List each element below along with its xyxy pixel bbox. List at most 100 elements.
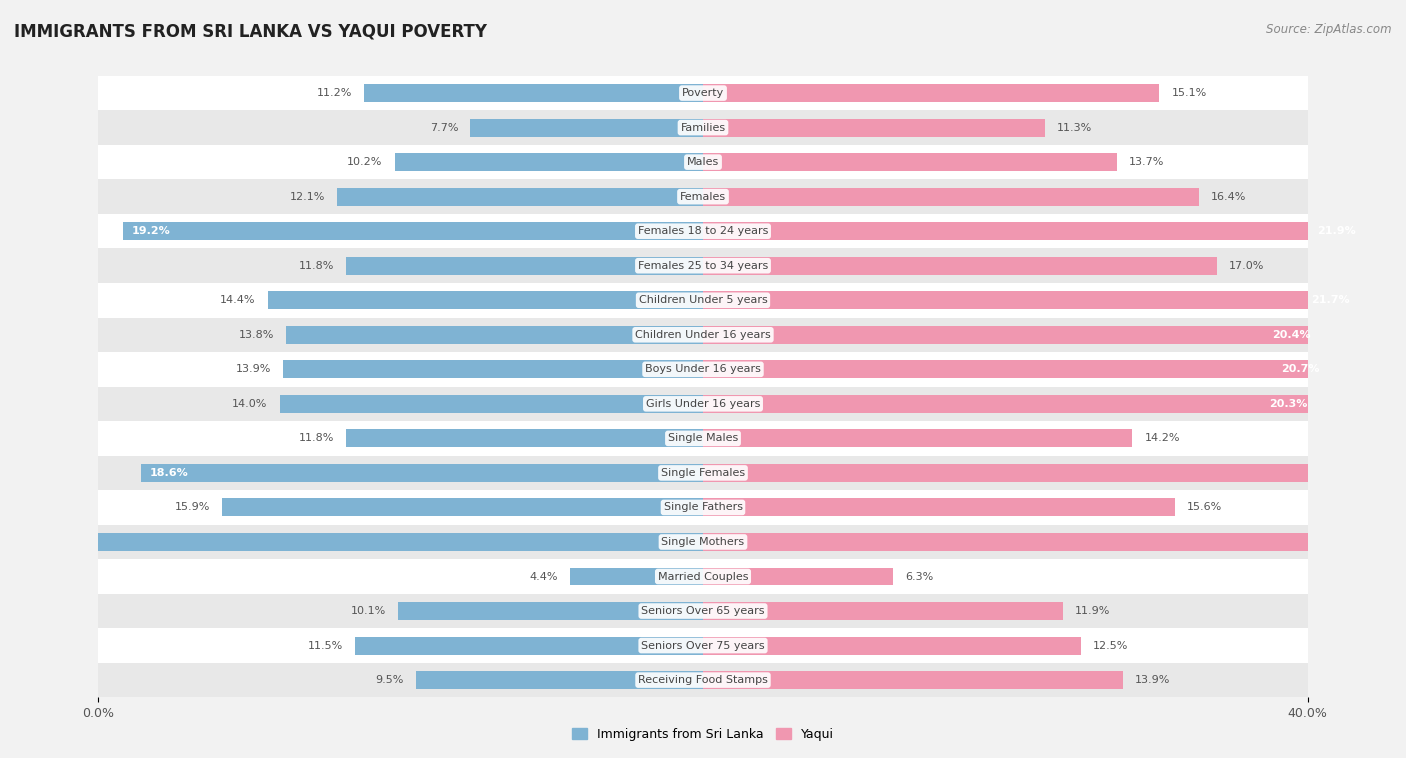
Text: Seniors Over 65 years: Seniors Over 65 years — [641, 606, 765, 616]
Bar — [98, 662, 1308, 697]
Text: Single Females: Single Females — [661, 468, 745, 478]
Text: 15.9%: 15.9% — [174, 503, 211, 512]
Bar — [703, 291, 1360, 309]
Text: 11.2%: 11.2% — [316, 88, 353, 98]
Text: 13.7%: 13.7% — [1129, 157, 1164, 167]
Bar — [703, 257, 1218, 274]
Bar — [703, 222, 1365, 240]
Text: 11.5%: 11.5% — [308, 641, 343, 650]
Bar — [364, 84, 703, 102]
Bar — [703, 533, 1406, 551]
Bar — [470, 118, 703, 136]
Text: IMMIGRANTS FROM SRI LANKA VS YAQUI POVERTY: IMMIGRANTS FROM SRI LANKA VS YAQUI POVER… — [14, 23, 486, 41]
Text: Girls Under 16 years: Girls Under 16 years — [645, 399, 761, 409]
Text: 20.4%: 20.4% — [1272, 330, 1310, 340]
Text: 21.9%: 21.9% — [1317, 226, 1355, 236]
Text: Females 18 to 24 years: Females 18 to 24 years — [638, 226, 768, 236]
Text: Females 25 to 34 years: Females 25 to 34 years — [638, 261, 768, 271]
Text: 9.5%: 9.5% — [375, 675, 404, 685]
Bar — [98, 283, 1308, 318]
Bar — [122, 222, 703, 240]
Text: 20.7%: 20.7% — [1281, 365, 1320, 374]
Bar — [98, 490, 1308, 525]
Text: 14.2%: 14.2% — [1144, 434, 1180, 443]
Text: Families: Families — [681, 123, 725, 133]
Text: Receiving Food Stamps: Receiving Food Stamps — [638, 675, 768, 685]
Bar — [356, 637, 703, 655]
Text: 15.1%: 15.1% — [1171, 88, 1206, 98]
Bar — [703, 602, 1063, 620]
Text: 13.9%: 13.9% — [235, 365, 271, 374]
Text: 12.1%: 12.1% — [290, 192, 325, 202]
Bar — [98, 76, 1308, 111]
Text: 11.3%: 11.3% — [1057, 123, 1092, 133]
Text: 19.2%: 19.2% — [132, 226, 170, 236]
Bar — [283, 360, 703, 378]
Bar — [285, 326, 703, 344]
Bar — [703, 637, 1081, 655]
Bar — [703, 188, 1199, 205]
Text: 13.9%: 13.9% — [1135, 675, 1171, 685]
Text: 10.2%: 10.2% — [347, 157, 382, 167]
Bar — [98, 111, 1308, 145]
Bar — [703, 326, 1320, 344]
Text: 6.3%: 6.3% — [905, 572, 934, 581]
Bar — [569, 568, 703, 585]
Text: 10.1%: 10.1% — [350, 606, 385, 616]
Text: Children Under 16 years: Children Under 16 years — [636, 330, 770, 340]
Bar — [98, 387, 1308, 421]
Text: 11.8%: 11.8% — [299, 434, 335, 443]
Text: 14.4%: 14.4% — [221, 296, 256, 305]
Bar — [703, 499, 1174, 516]
Bar — [703, 395, 1316, 413]
Text: Females: Females — [681, 192, 725, 202]
Text: 15.6%: 15.6% — [1187, 503, 1222, 512]
Bar — [280, 395, 703, 413]
Bar — [703, 153, 1118, 171]
Bar — [703, 671, 1123, 689]
Bar — [98, 456, 1308, 490]
Bar — [98, 249, 1308, 283]
Bar — [703, 464, 1406, 482]
Bar — [98, 628, 1308, 662]
Bar — [222, 499, 703, 516]
Bar — [141, 464, 703, 482]
Bar — [398, 602, 703, 620]
Bar — [346, 429, 703, 447]
Bar — [346, 257, 703, 274]
Bar — [267, 291, 703, 309]
Bar — [703, 360, 1329, 378]
Bar — [98, 421, 1308, 456]
Bar — [98, 145, 1308, 180]
Text: 12.5%: 12.5% — [1092, 641, 1129, 650]
Text: 11.9%: 11.9% — [1074, 606, 1111, 616]
Bar — [337, 188, 703, 205]
Text: Single Males: Single Males — [668, 434, 738, 443]
Bar — [395, 153, 703, 171]
Text: Males: Males — [688, 157, 718, 167]
Text: 4.4%: 4.4% — [530, 572, 558, 581]
Text: 7.7%: 7.7% — [430, 123, 458, 133]
Text: 14.0%: 14.0% — [232, 399, 267, 409]
Bar — [416, 671, 703, 689]
Bar — [703, 568, 893, 585]
Text: 17.0%: 17.0% — [1229, 261, 1264, 271]
Bar — [98, 352, 1308, 387]
Bar — [703, 118, 1045, 136]
Text: Children Under 5 years: Children Under 5 years — [638, 296, 768, 305]
Text: Poverty: Poverty — [682, 88, 724, 98]
Bar — [0, 533, 703, 551]
Text: 16.4%: 16.4% — [1211, 192, 1246, 202]
Text: 20.3%: 20.3% — [1270, 399, 1308, 409]
Text: 11.8%: 11.8% — [299, 261, 335, 271]
Text: Seniors Over 75 years: Seniors Over 75 years — [641, 641, 765, 650]
Text: 18.6%: 18.6% — [150, 468, 188, 478]
Text: Married Couples: Married Couples — [658, 572, 748, 581]
Bar — [98, 594, 1308, 628]
Bar — [98, 318, 1308, 352]
Legend: Immigrants from Sri Lanka, Yaqui: Immigrants from Sri Lanka, Yaqui — [572, 728, 834, 741]
Bar — [98, 559, 1308, 594]
Text: Source: ZipAtlas.com: Source: ZipAtlas.com — [1267, 23, 1392, 36]
Bar — [98, 214, 1308, 249]
Bar — [98, 180, 1308, 214]
